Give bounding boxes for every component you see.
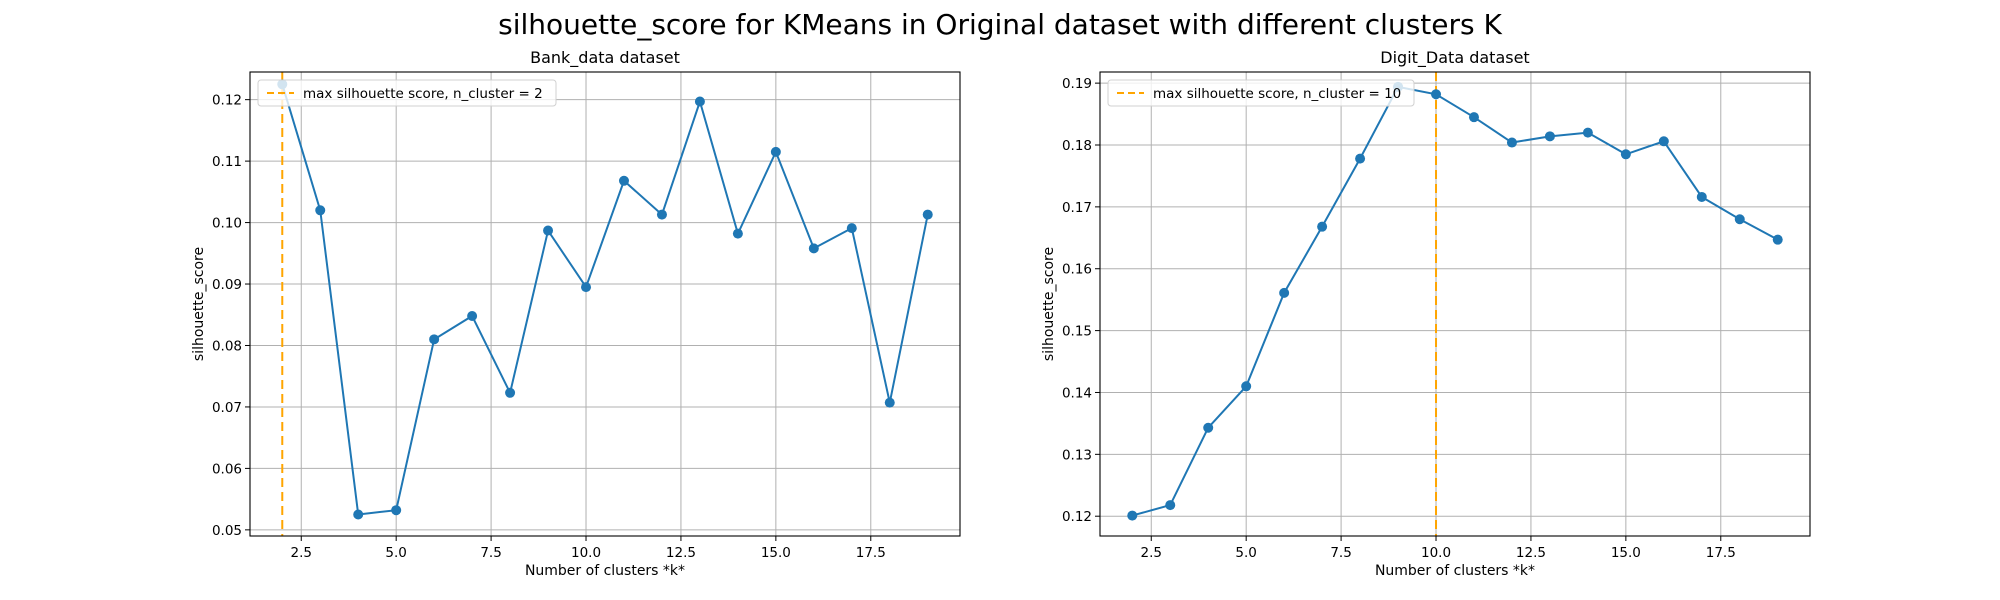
digit-data-legend-label: max silhouette score, n_cluster = 10 [1153,86,1401,102]
bank-data-data-point [770,146,781,157]
bank-data-ylabel: silhouette_score [191,247,207,361]
digit-data-x-tick-label: 17.5 [1706,545,1736,561]
bank-data-x-tick-label: 15.0 [761,545,791,561]
bank-data-x-tick-label: 7.5 [480,545,501,561]
bank-data-gridlines [250,72,960,536]
digit-data-y-tick-label: 0.14 [1062,385,1092,401]
bank-data-data-point [391,505,402,516]
bank-data-x-tick-label: 2.5 [291,545,312,561]
digit-data-y-tick-label: 0.12 [1062,509,1092,525]
digit-data-x-tick-label: 10.0 [1421,545,1451,561]
digit-data-data-point [1468,112,1479,123]
digit-data-data-point [1355,153,1366,164]
digit-data-data-point [1772,234,1783,245]
bank-data-x-tick-label: 12.5 [666,545,696,561]
bank-data-x-tick-label: 5.0 [385,545,406,561]
digit-data-data-point [1241,381,1252,392]
bank-data-y-tick-label: 0.12 [212,93,242,109]
bank-data-y-tick-label: 0.10 [212,216,242,232]
bank-data-y-tick-label: 0.06 [212,461,242,477]
digit-data-y-tick-label: 0.17 [1062,200,1092,216]
bank-data-data-point [656,209,667,220]
digit-data-series [1127,81,1783,521]
digit-data-panel: Digit_Data dataset 2.5 5.0 7.5 10.0 12.5 15.0… [1041,48,1811,579]
digit-data-gridlines [1100,72,1810,536]
bank-data-y-tick-label: 0.05 [212,523,242,539]
bank-data-data-point [618,175,629,186]
digit-data-y-tick-label: 0.16 [1062,262,1092,278]
bank-data-data-point [922,209,933,220]
bank-data-x-tick-label: 17.5 [856,545,886,561]
digit-data-data-point [1544,131,1555,142]
digit-data-ylabel: silhouette_score [1041,247,1057,361]
bank-data-data-point [732,228,743,239]
bank-data-data-point [808,243,819,254]
digit-data-data-point [1431,89,1442,100]
digit-data-xlabel: Number of clusters *k* [1375,563,1535,579]
digit-data-data-point [1734,214,1745,225]
bank-data-y-tick-label: 0.07 [212,400,242,416]
digit-data-data-point [1696,191,1707,202]
bank-data-panel-title: Bank_data dataset [530,48,680,68]
bank-data-data-point [846,223,857,234]
bank-data-data-point [467,310,478,321]
digit-data-panel-title: Digit_Data dataset [1380,48,1529,68]
bank-data-data-point [694,96,705,107]
bank-data-data-point [884,397,895,408]
digit-data-y-tick-label: 0.19 [1062,76,1092,92]
bank-data-data-point [429,334,440,345]
bank-data-data-point [581,282,592,293]
bank-data-data-point [353,509,364,520]
digit-data-legend: max silhouette score, n_cluster = 10 [1107,79,1415,107]
digit-data-x-tick-label: 2.5 [1141,545,1162,561]
bank-data-panel: Bank_data dataset 2.5 5.0 7.5 10.0 12.5 15.0 1… [191,48,961,579]
digit-data-plot-frame [1099,71,1811,537]
digit-data-data-point [1127,510,1138,521]
digit-data-series-line [1132,85,1779,517]
bank-data-x-tick-label: 10.0 [571,545,601,561]
bank-data-data-point [505,387,516,398]
digit-data-x-tick-label: 12.5 [1516,545,1546,561]
digit-data-data-point [1658,136,1669,147]
digit-data-data-point [1506,137,1517,148]
digit-data-x-tick-label: 15.0 [1611,545,1641,561]
digit-data-data-point [1620,149,1631,160]
bank-data-plot-frame [249,71,961,537]
digit-data-data-point [1165,500,1176,511]
bank-data-data-point [315,205,326,216]
bank-data-data-point [543,225,554,236]
bank-data-series-line [281,84,929,516]
bank-data-legend-box [257,79,557,107]
digit-data-data-point [1317,221,1328,232]
digit-data-data-point [1582,127,1593,138]
bank-data-y-tick-label: 0.08 [212,338,242,354]
digit-data-x-tick-label: 7.5 [1330,545,1351,561]
bank-data-ticks: 2.5 5.0 7.5 10.0 12.5 15.0 17.5 0.05 0.06 0.07 0.0… [212,93,886,561]
bank-data-y-tick-label: 0.09 [212,277,242,293]
bank-data-legend-label: max silhouette score, n_cluster = 2 [303,86,543,102]
bank-data-legend: max silhouette score, n_cluster = 2 [257,79,557,107]
digit-data-legend-box [1107,79,1415,107]
digit-data-data-point [1203,422,1214,433]
digit-data-y-tick-label: 0.15 [1062,324,1092,340]
digit-data-ticks: 2.5 5.0 7.5 10.0 12.5 15.0 17.5 0.12 0.13 0.14 0.1… [1062,76,1736,561]
digit-data-data-point [1279,287,1290,298]
bank-data-series [277,79,933,520]
bank-data-xlabel: Number of clusters *k* [525,563,685,579]
digit-data-y-tick-label: 0.18 [1062,138,1092,154]
digit-data-x-tick-label: 5.0 [1235,545,1256,561]
figure-title: silhouette_score for KMeans in Original … [498,8,1502,41]
bank-data-y-tick-label: 0.11 [212,154,242,170]
digit-data-y-tick-label: 0.13 [1062,447,1092,463]
